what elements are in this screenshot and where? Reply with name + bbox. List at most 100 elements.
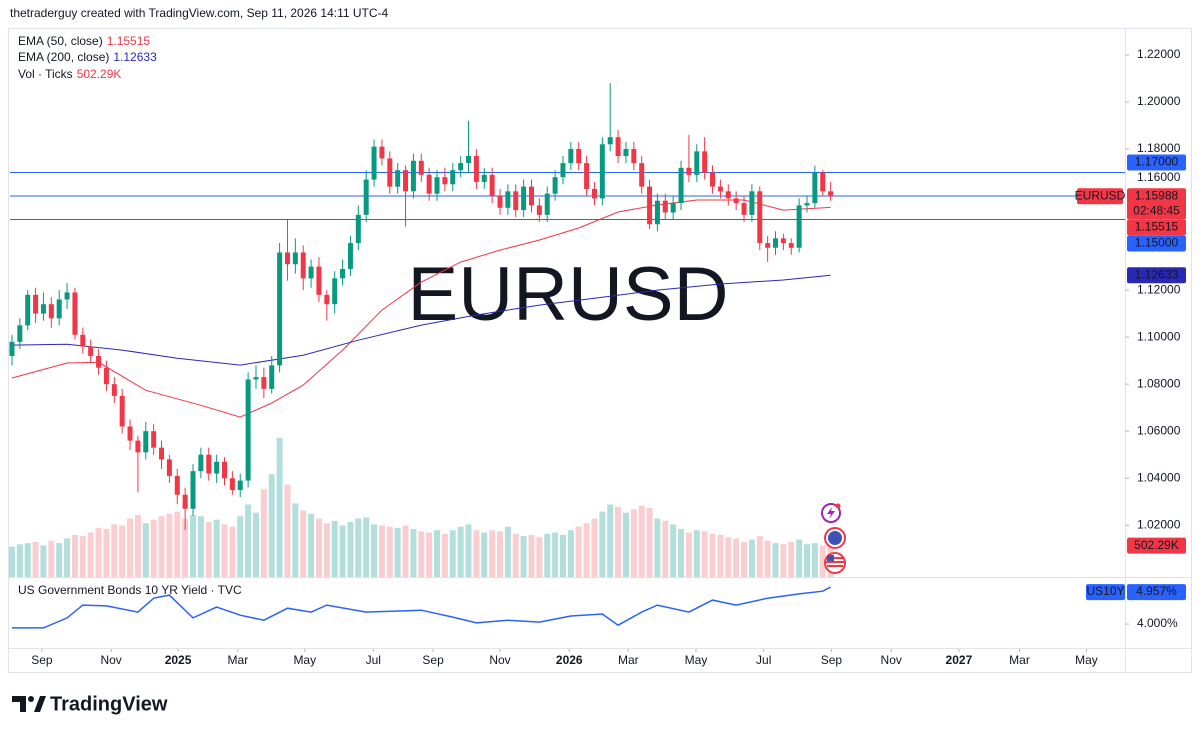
volume-bar (111, 524, 118, 577)
volume-bar (481, 532, 488, 577)
hline-label: 1.17000 (1135, 155, 1179, 169)
candle-body (96, 355, 102, 368)
volume-bar (56, 543, 63, 577)
candle-body (670, 203, 676, 213)
volume-bar (402, 525, 409, 577)
icon (827, 507, 835, 519)
hline-label: 1.16000 (1137, 170, 1181, 184)
candle-body (528, 186, 534, 206)
main-pane: EURUSD (8, 83, 1125, 577)
candle-body (395, 170, 401, 187)
volume-bar (552, 532, 559, 577)
volume-bar (260, 489, 267, 577)
x-tick-label: May (1075, 653, 1098, 667)
volume-label-bg (1127, 537, 1186, 554)
candle-body (780, 238, 786, 244)
yield-symbol-badge: US10Y (1086, 584, 1124, 598)
volume-bar (670, 524, 677, 577)
candle-body (347, 243, 353, 269)
candle-body (340, 268, 346, 279)
candle-body (702, 151, 708, 173)
volume-bar (292, 503, 299, 577)
volume-bar (756, 536, 763, 577)
volume-bar (79, 536, 86, 577)
volume-bar (182, 518, 189, 577)
volume-bar (678, 529, 685, 577)
y-tick-label: 1.20000 (1137, 94, 1181, 108)
legend-name: EMA (50, close) (18, 34, 103, 48)
volume-bar (64, 538, 71, 577)
volume-bar (315, 518, 322, 577)
volume-bar (583, 523, 590, 577)
candle-body (607, 137, 613, 145)
candle-body (332, 278, 338, 305)
volume-bar (748, 539, 755, 577)
candle-body (410, 160, 416, 192)
ema-line (11, 274, 831, 366)
candle-body (647, 186, 653, 225)
volume-bar (528, 534, 535, 577)
volume-bar (190, 515, 197, 577)
candle-body (300, 252, 306, 279)
candle-body (599, 144, 605, 199)
volume-bar (638, 505, 645, 577)
candle-body (80, 334, 86, 347)
candle-body (48, 304, 54, 319)
volume-bar (40, 545, 47, 577)
candle-body (253, 377, 259, 380)
candle-body (694, 151, 700, 175)
candle-body (820, 172, 826, 192)
x-tick-label: May (685, 653, 708, 667)
volume-bar (331, 520, 338, 577)
candle-body (371, 146, 377, 180)
legend-name: EMA (200, close) (18, 50, 109, 64)
candle-body (584, 163, 590, 189)
candle-body (591, 188, 597, 199)
volume-bar (811, 543, 818, 577)
volume-bar (276, 437, 283, 577)
candle-body (615, 137, 621, 157)
candle-body (214, 461, 220, 474)
volume-bar (504, 526, 511, 577)
y-tick-label: 1.02000 (1137, 517, 1181, 531)
candle-body (308, 266, 314, 279)
candle-body (639, 163, 645, 187)
candle-body (198, 454, 204, 472)
watermark: EURUSD (408, 252, 729, 337)
logo-mark (28, 696, 34, 702)
volume-bar (449, 530, 456, 577)
candle-body (64, 292, 70, 300)
x-tick-label: Sep (821, 653, 843, 667)
hline-label-bg (1127, 235, 1186, 252)
candle-body (481, 174, 487, 182)
volume-bar (378, 525, 385, 577)
brand-logo: TradingView (12, 693, 168, 715)
volume-bar (394, 527, 401, 577)
volume-bar (142, 523, 149, 577)
volume-bar (733, 538, 740, 577)
volume-bar (819, 545, 826, 577)
icon (835, 503, 841, 509)
volume-bar (363, 517, 370, 577)
volume-bar (465, 524, 472, 577)
volume-bar (268, 474, 275, 577)
legend-ema200: EMA (200, close) 1.12633 (18, 50, 157, 64)
volume-bar (772, 543, 779, 577)
candle-body (725, 191, 731, 199)
candle-body (450, 170, 456, 185)
hline-label-bg (1127, 154, 1186, 171)
ema-line (11, 199, 831, 418)
volume-bar (339, 525, 346, 577)
y-tick-label: 1.06000 (1137, 423, 1181, 437)
volume-bar (134, 515, 141, 577)
ema-label: 1.12633 (1135, 267, 1179, 281)
y-tick-label: 1.18000 (1137, 141, 1181, 155)
candle-body (229, 478, 235, 490)
candle-body (363, 179, 369, 215)
volume-bar (764, 540, 771, 577)
volume-bar (323, 523, 330, 577)
candle-body (379, 146, 385, 159)
volume-bar (386, 526, 393, 577)
volume-bar (615, 506, 622, 577)
